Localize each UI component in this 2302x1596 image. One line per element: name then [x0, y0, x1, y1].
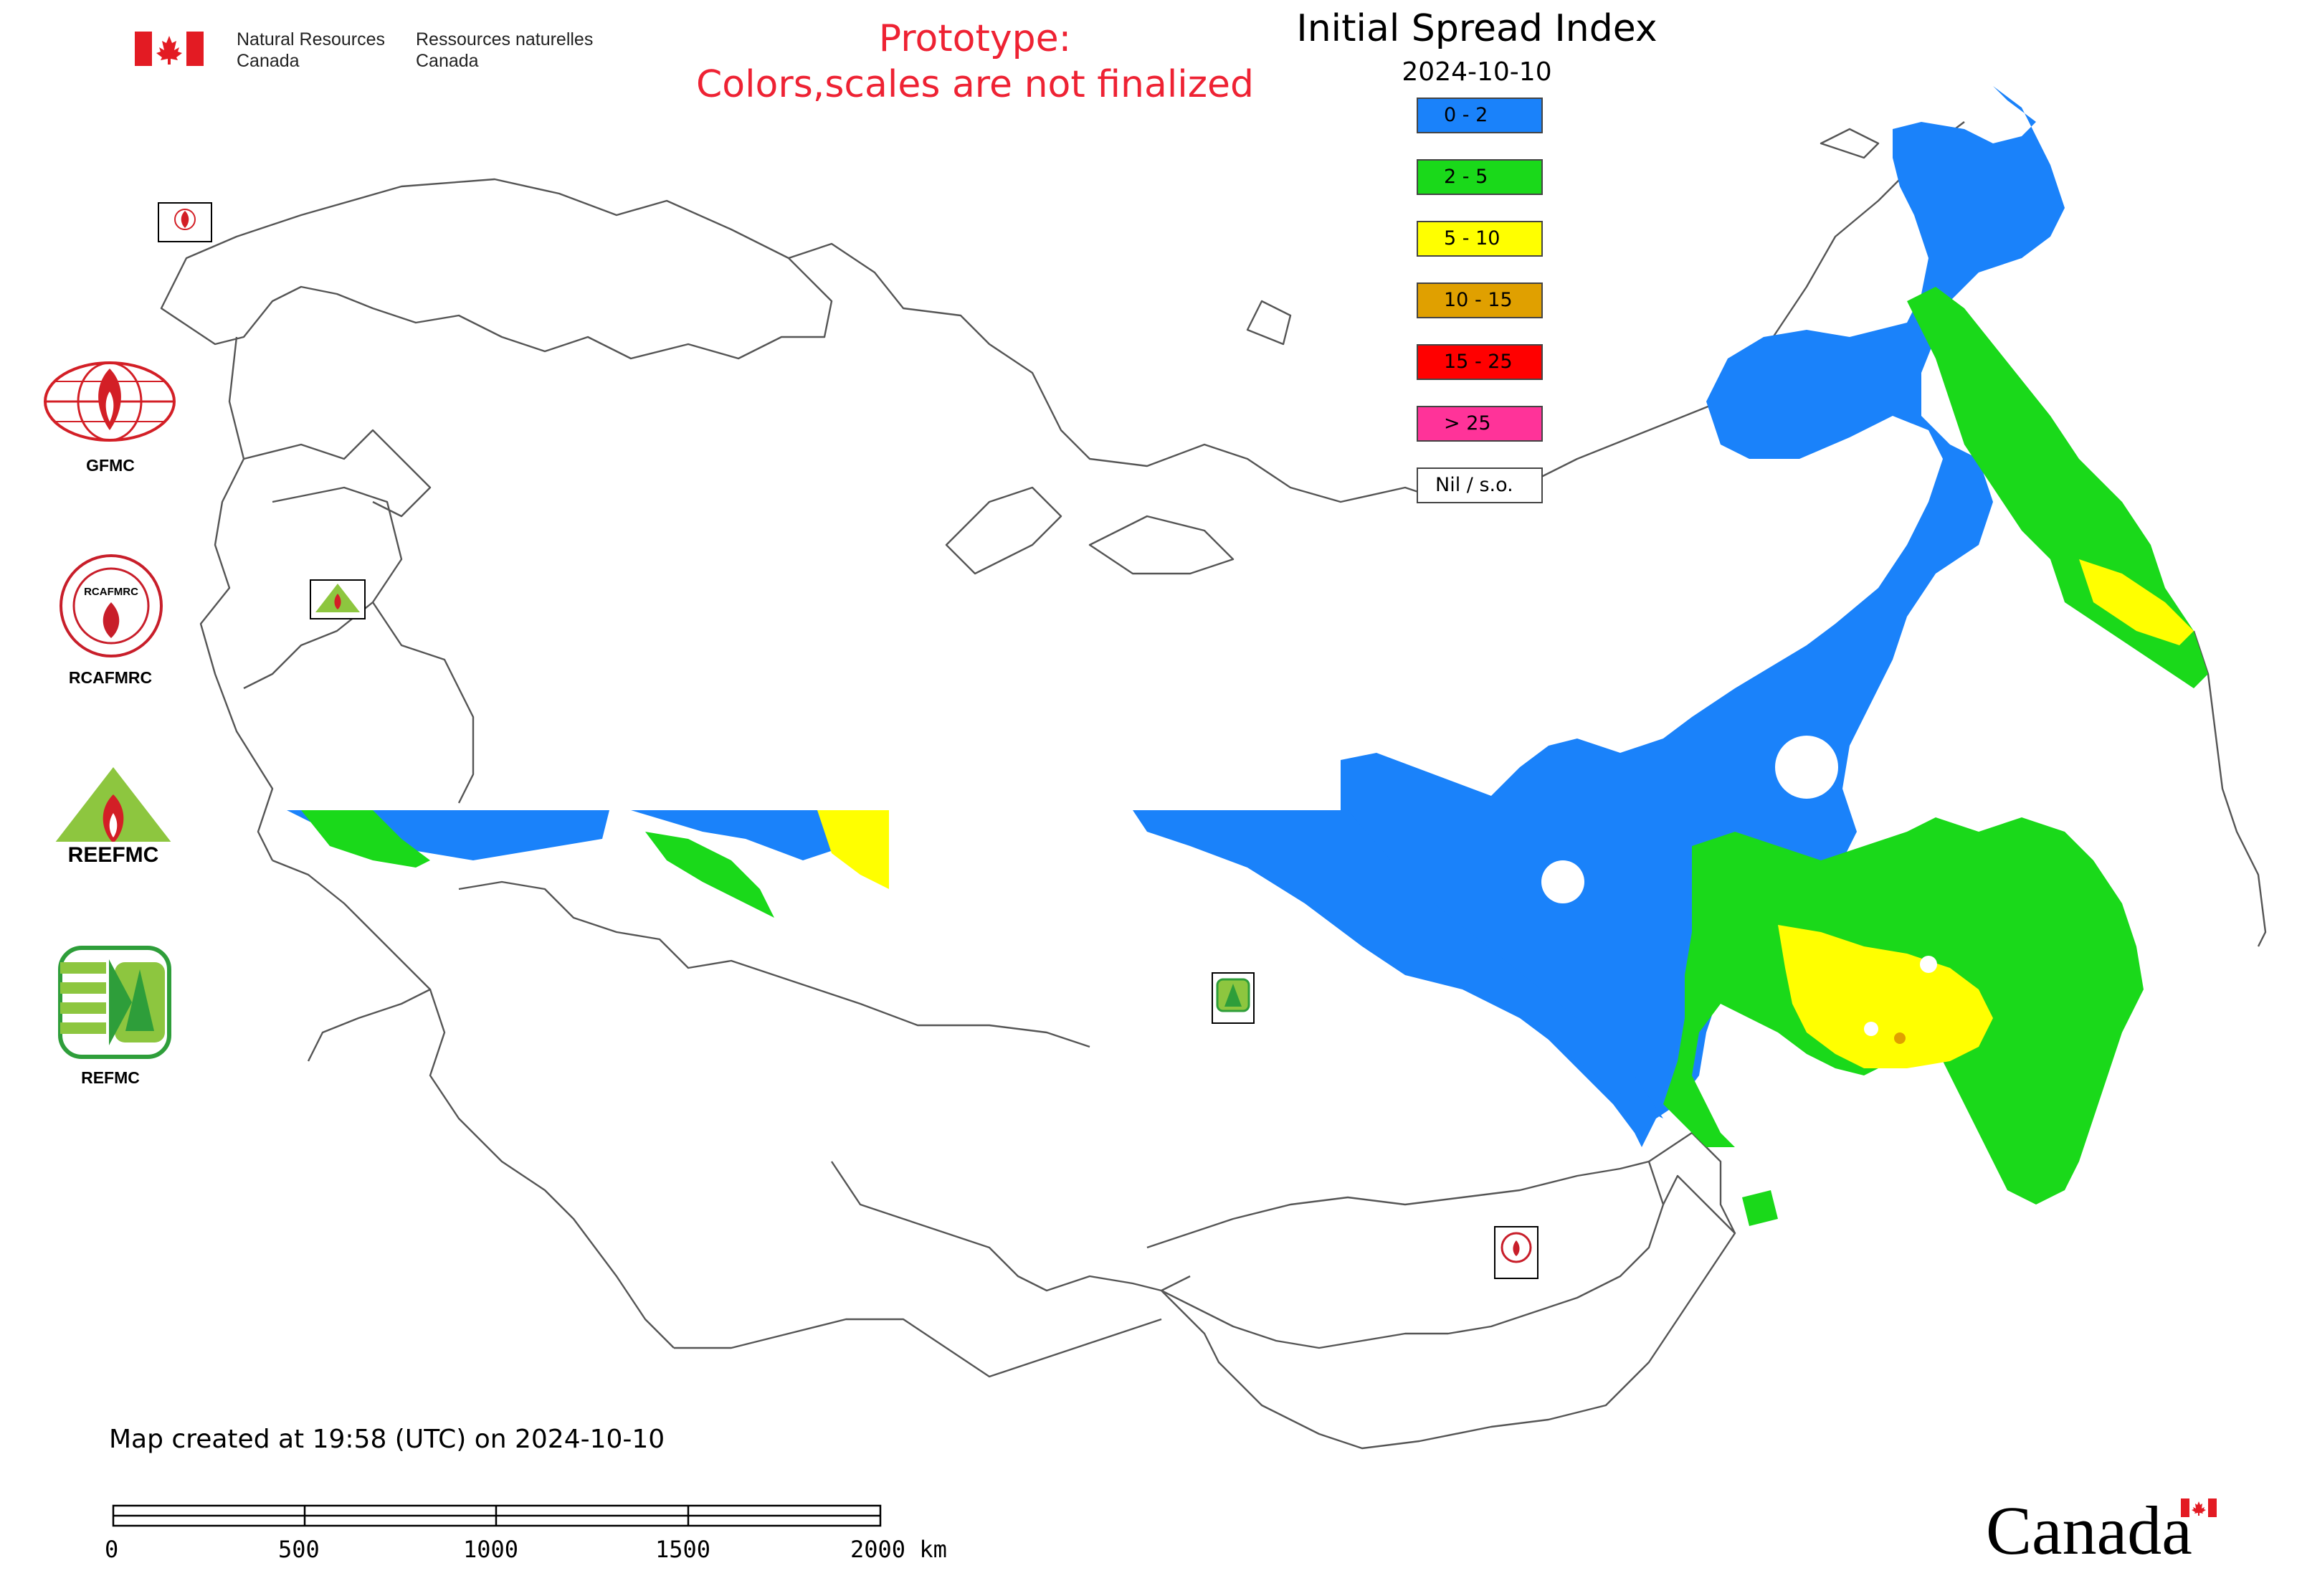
isi-fill — [287, 86, 2208, 1226]
gfmc-logo-icon — [44, 361, 176, 442]
border-wrangel — [1820, 128, 1880, 159]
border-severnaya-zemlya — [1246, 300, 1292, 346]
isi-area-moderate-center — [645, 832, 774, 918]
rcafmrc-logo-text: RCAFMRC — [84, 586, 138, 598]
isi-area-high-kamchatka — [2079, 559, 2194, 645]
border-russia-china — [1648, 1131, 1736, 1234]
legend-item-5-10: 5 - 10 — [1417, 221, 1543, 257]
legend-item-2-5: 2 - 5 — [1417, 159, 1543, 195]
border-russia-west — [372, 602, 475, 804]
rcafmrc-label: RCAFMRC — [68, 668, 153, 687]
border-caucasus — [272, 859, 432, 1062]
scale-tick-500: 500 — [278, 1536, 320, 1563]
isi-hole-1 — [1775, 736, 1838, 799]
border-china-north — [1161, 1174, 1736, 1450]
rcafmrc-map-marker-icon — [1494, 1226, 1538, 1279]
isi-hole-3 — [1920, 956, 1937, 973]
legend-item-10-15: 10 - 15 — [1417, 282, 1543, 318]
legend-item-nil: Nil / s.o. — [1417, 467, 1543, 503]
isi-hole-2 — [1541, 860, 1584, 903]
canada-wordmark: Canada — [1986, 1492, 2192, 1569]
border-japan — [2192, 630, 2267, 947]
scale-tick-2000: 2000 km — [850, 1536, 947, 1563]
refmc-map-marker-icon — [1212, 972, 1255, 1024]
reefmc-logo-text: REEFMC — [68, 843, 159, 867]
border-central-asia — [831, 1161, 1191, 1292]
nrcan-name-french: Ressources naturelles Canada — [416, 29, 594, 71]
gfmc-label: GFMC — [86, 456, 135, 475]
scale-tick-1000: 1000 — [463, 1536, 518, 1563]
legend-item-over-25: > 25 — [1417, 406, 1543, 442]
border-taymyr — [1088, 515, 1235, 575]
isi-strip-west-low — [1133, 810, 1663, 1118]
legend-item-0-2: 0 - 2 — [1417, 98, 1543, 133]
gfmc-map-marker-icon — [158, 202, 212, 242]
canada-flag-icon — [135, 32, 204, 66]
country-borders — [160, 121, 2267, 1450]
border-baltics — [243, 429, 432, 518]
isi-area-low — [1341, 86, 2065, 1147]
reefmc-map-marker-icon — [310, 579, 366, 619]
isi-area-high-center — [817, 810, 889, 889]
refmc-label: REFMC — [81, 1068, 140, 1087]
border-kazakhstan-north — [458, 880, 1090, 1048]
refmc-logo-icon — [58, 946, 171, 1059]
canada-wordmark-flag-icon — [2181, 1498, 2217, 1517]
map-created-timestamp: Map created at 19:58 (UTC) on 2024-10-10 — [109, 1425, 665, 1454]
isi-area-high — [1778, 925, 1993, 1068]
legend-item-15-25: 15 - 25 — [1417, 344, 1543, 380]
scale-bar: 0 500 1000 1500 2000 km — [105, 1504, 947, 1563]
scale-tick-0: 0 — [105, 1536, 118, 1563]
isi-hole-4 — [1864, 1022, 1878, 1036]
border-novaya-zemlya — [945, 486, 1062, 575]
map-date: 2024-10-10 — [1402, 57, 1552, 87]
reefmc-logo-icon: REEFMC — [39, 767, 188, 867]
isi-spot-veryhigh — [1894, 1032, 1906, 1044]
border-eastern-europe — [199, 336, 274, 861]
map-title: Initial Spread Index — [1296, 7, 1657, 50]
isi-area-moderate-west — [301, 810, 430, 868]
border-scandinavia — [160, 178, 833, 360]
nrcan-name-english: Natural Resources Canada — [237, 29, 386, 71]
border-russia-north-coast — [788, 121, 1965, 503]
border-kazakhstan-west — [429, 989, 675, 1349]
isi-area-moderate-sakhalin — [1742, 1190, 1778, 1226]
scale-tick-1500: 1500 — [655, 1536, 710, 1563]
border-mongolia — [1146, 1160, 1665, 1349]
rcafmrc-logo-icon: RCAFMRC — [60, 554, 163, 657]
prototype-warning: Prototype: Colors,scales are not finaliz… — [695, 17, 1255, 106]
border-kazakhstan-south — [674, 1318, 1162, 1378]
